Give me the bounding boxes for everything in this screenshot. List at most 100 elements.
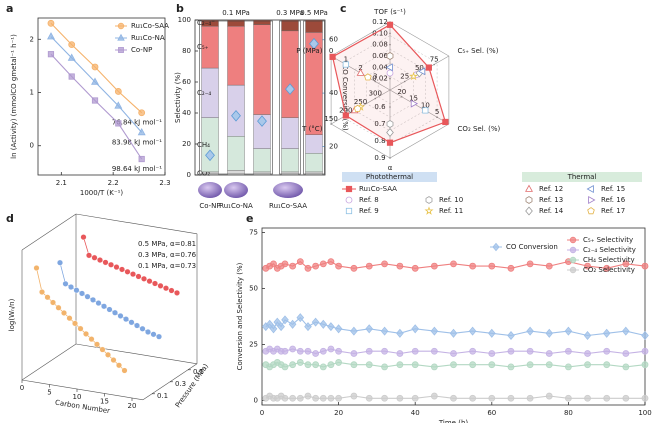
data-point bbox=[102, 259, 109, 266]
data-point bbox=[469, 262, 477, 270]
radar-point bbox=[386, 127, 394, 138]
radar-tick bbox=[389, 106, 391, 108]
radar-tick bbox=[389, 157, 391, 159]
data-point bbox=[450, 350, 457, 357]
data-point bbox=[545, 328, 554, 338]
data-point bbox=[67, 53, 76, 61]
data-point bbox=[526, 361, 534, 369]
legend-label: Ref. 12 bbox=[539, 185, 563, 193]
radar-point bbox=[342, 112, 349, 119]
data-point bbox=[88, 336, 95, 343]
data-point bbox=[565, 394, 572, 402]
data-point bbox=[135, 273, 142, 280]
radar-point bbox=[329, 53, 336, 60]
box-edge bbox=[75, 343, 198, 365]
data-point bbox=[289, 345, 297, 353]
data-point bbox=[545, 262, 553, 270]
data-point bbox=[304, 347, 312, 355]
legend-marker bbox=[525, 206, 533, 216]
data-point bbox=[115, 362, 122, 369]
legend-label: Ru₁Co-SAA bbox=[131, 22, 169, 30]
radar-tick-label: 300 bbox=[369, 90, 382, 98]
x-tick-label: 15 bbox=[100, 398, 109, 406]
bar-segment bbox=[253, 171, 271, 176]
bar-segment bbox=[281, 148, 299, 173]
radar-point bbox=[386, 52, 394, 60]
data-point bbox=[80, 234, 87, 241]
data-point bbox=[319, 394, 327, 402]
data-point bbox=[396, 350, 404, 357]
data-point bbox=[545, 392, 553, 400]
data-point bbox=[319, 319, 328, 329]
y-tick-label: 1 bbox=[30, 89, 34, 97]
data-point bbox=[622, 350, 630, 357]
y-tick-label: 0 bbox=[187, 171, 191, 179]
conversion-point bbox=[285, 83, 295, 95]
data-point bbox=[281, 394, 289, 402]
radar-tick-label: 0 bbox=[329, 47, 333, 55]
data-point bbox=[269, 324, 278, 334]
y-axis-label: ln (Activity) (mmolCO gmetal⁻¹ h⁻¹) bbox=[10, 34, 18, 159]
data-point bbox=[91, 77, 99, 85]
radar-tick-label: 0.06 bbox=[372, 52, 388, 60]
radar-point bbox=[386, 139, 394, 146]
data-point bbox=[296, 347, 304, 355]
radar-point bbox=[409, 71, 418, 81]
data-point bbox=[281, 315, 289, 325]
data-point bbox=[55, 304, 62, 311]
data-point bbox=[411, 361, 419, 369]
data-point bbox=[545, 361, 553, 369]
data-point bbox=[396, 328, 404, 338]
x-tick-label: 2.2 bbox=[108, 179, 119, 187]
data-point bbox=[107, 261, 114, 268]
legend-group-title: Thermal bbox=[567, 173, 597, 181]
data-point bbox=[334, 324, 343, 334]
data-point bbox=[47, 51, 55, 58]
radar-tick-label: 0.04 bbox=[372, 63, 388, 71]
y-tick-label: 100 bbox=[178, 16, 191, 24]
data-point bbox=[133, 322, 140, 329]
series-label: 0.3 MPa, α=0.76 bbox=[138, 251, 197, 259]
y-tick-label: 60 bbox=[182, 78, 191, 86]
data-point bbox=[488, 394, 496, 402]
data-point bbox=[124, 268, 131, 275]
data-point bbox=[411, 347, 419, 355]
y-axis-label: Conversion and Selectivity (%) bbox=[236, 262, 244, 370]
y-tick-label: 20 bbox=[182, 140, 191, 148]
data-point bbox=[312, 394, 320, 402]
legend-marker bbox=[525, 196, 533, 204]
radar-point bbox=[356, 68, 365, 76]
radar-tick-label: 20 bbox=[397, 88, 406, 96]
x-axis-label: Time (h) bbox=[438, 419, 469, 423]
segment-label: C₂₋₄⁼ bbox=[197, 19, 215, 27]
y-tick-label: 40 bbox=[182, 109, 191, 117]
data-point bbox=[584, 361, 591, 369]
legend-marker bbox=[525, 184, 533, 192]
radar-tick bbox=[389, 32, 391, 35]
data-point bbox=[281, 260, 289, 268]
data-point bbox=[545, 350, 553, 357]
data-point bbox=[281, 363, 289, 371]
x-tick-label: 60 bbox=[487, 409, 496, 417]
data-point bbox=[96, 257, 103, 264]
data-point bbox=[469, 347, 477, 355]
data-point bbox=[565, 347, 572, 355]
x-tick-label: Ru₁Co-SAA bbox=[269, 202, 307, 210]
data-point bbox=[526, 260, 534, 268]
radar-tick bbox=[374, 80, 377, 83]
bar-segment bbox=[227, 170, 245, 176]
data-point bbox=[304, 392, 312, 400]
data-point bbox=[411, 394, 419, 402]
radar-tick-label: 0.6 bbox=[374, 103, 386, 111]
data-point bbox=[33, 265, 40, 272]
data-point bbox=[564, 326, 573, 336]
data-point bbox=[114, 101, 123, 109]
data-point bbox=[311, 317, 320, 327]
legend-group-title: Photothermal bbox=[366, 173, 413, 181]
legend-label: Ref. 16 bbox=[601, 196, 626, 204]
y2-axis-label: CO Conversion (%) bbox=[341, 64, 349, 130]
y2-tick-label: 20 bbox=[329, 142, 338, 150]
data-point bbox=[296, 394, 304, 402]
bar-segment bbox=[305, 19, 323, 33]
data-point bbox=[111, 309, 118, 316]
